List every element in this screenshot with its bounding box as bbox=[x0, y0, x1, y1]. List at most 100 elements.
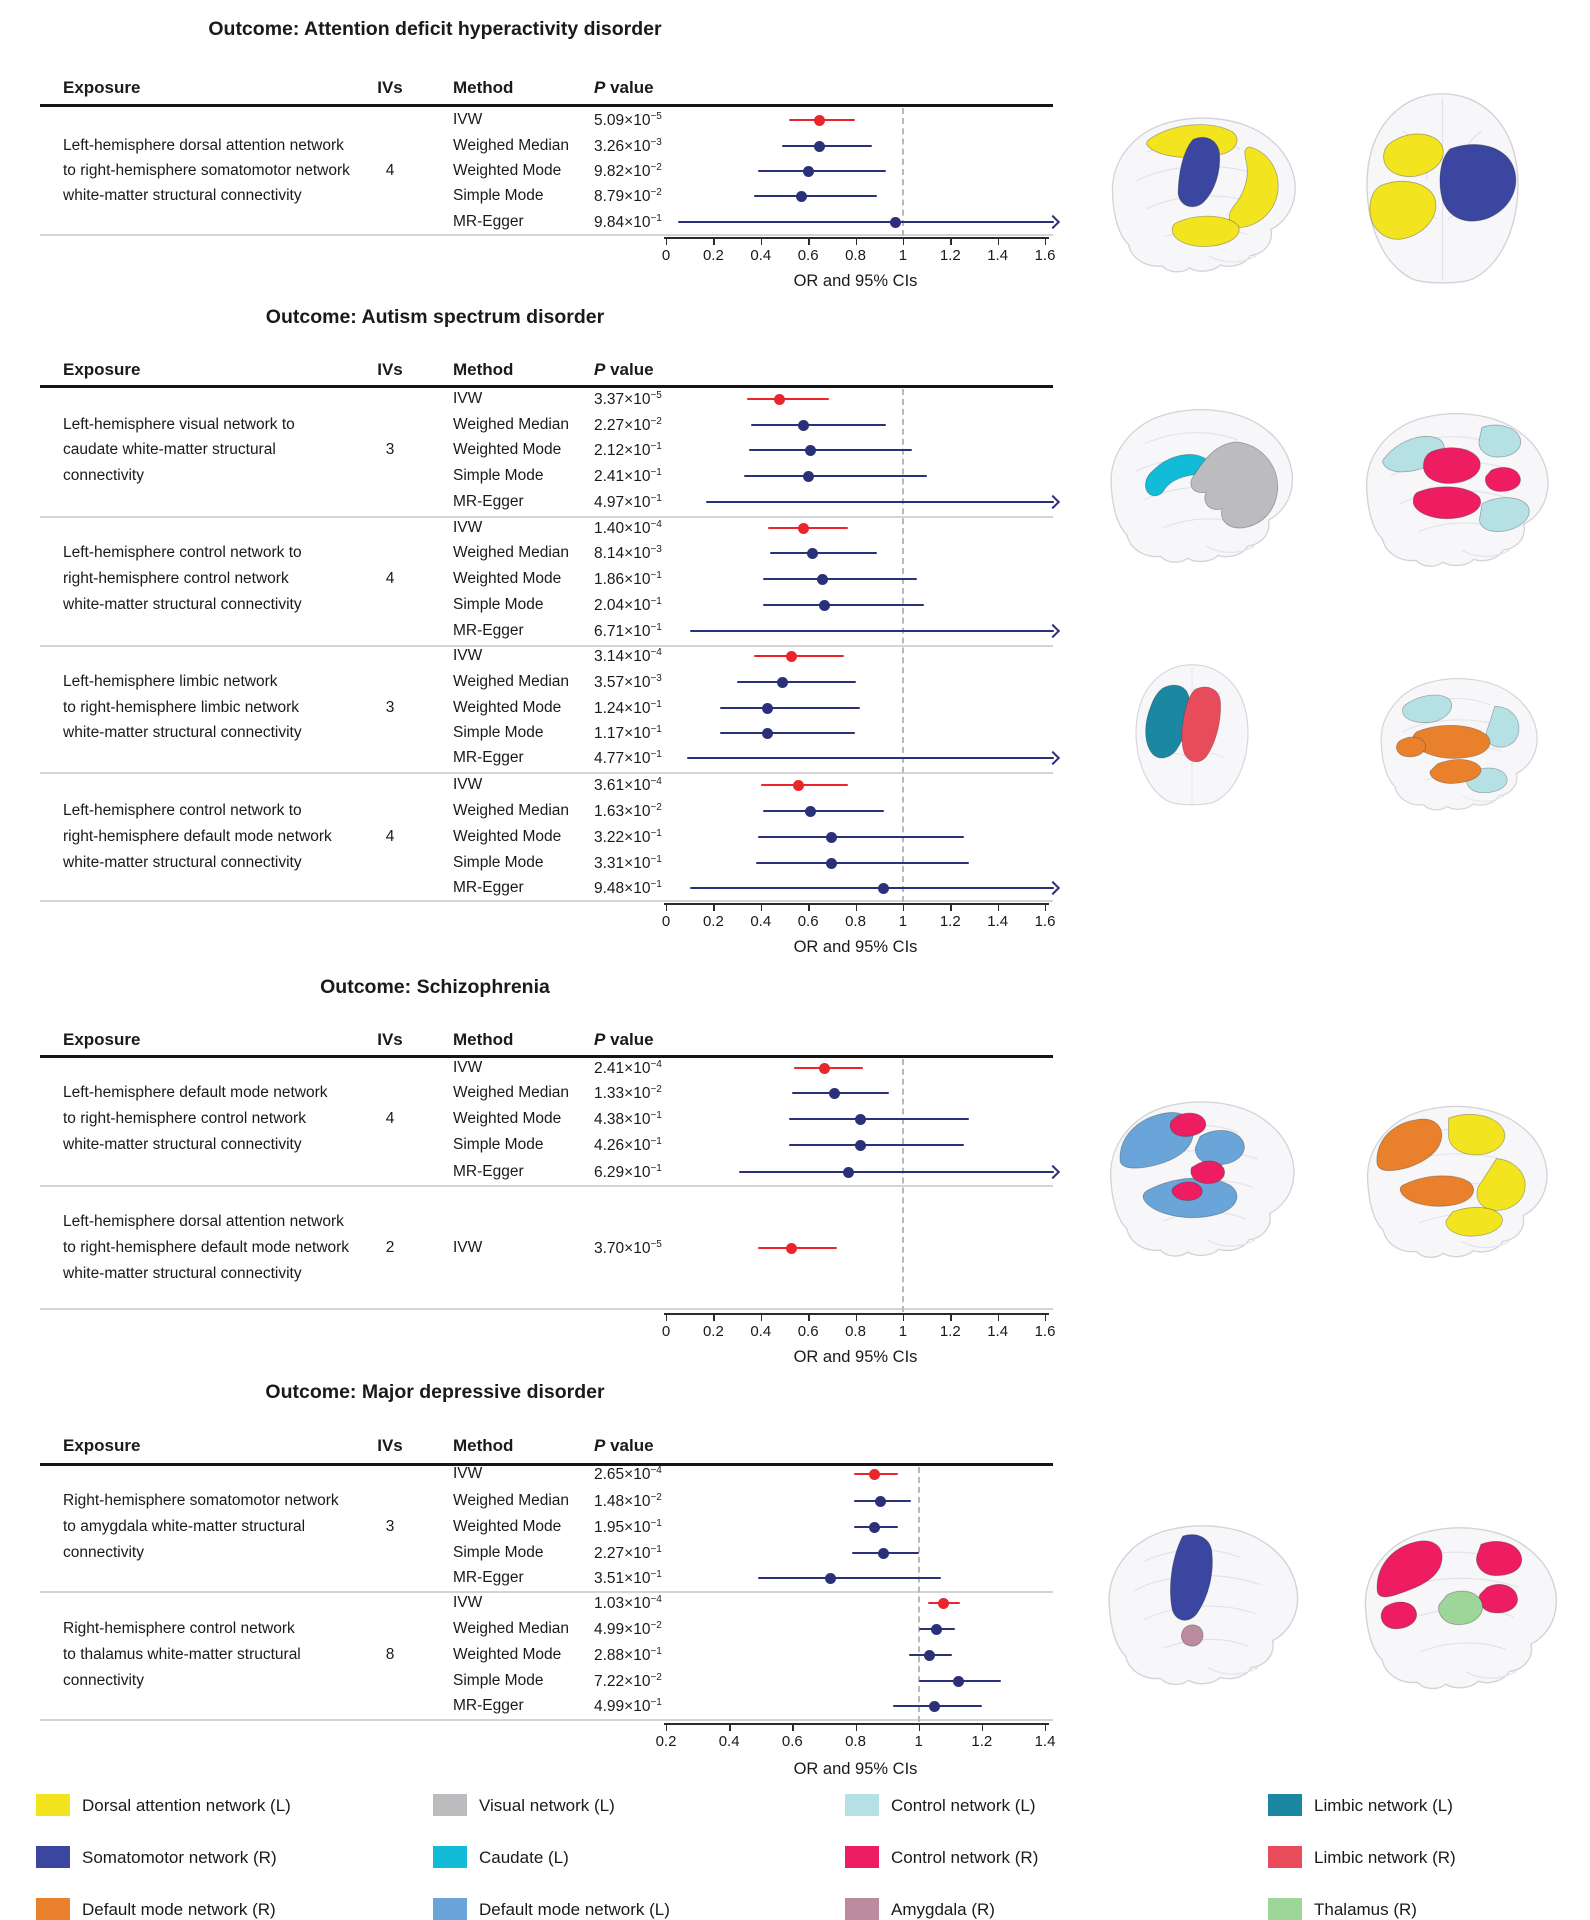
brain-render-asd-caudate-visual bbox=[1110, 409, 1294, 563]
col-header-pvalue: P value bbox=[594, 360, 714, 380]
ci-line bbox=[758, 1246, 837, 1250]
p-value-base: 8.79×10 bbox=[594, 188, 651, 206]
axis-title: OR and 95% CIs bbox=[793, 1760, 918, 1778]
header-rule bbox=[40, 104, 1053, 107]
p-value-base: 1.48×10 bbox=[594, 1493, 651, 1511]
axis-tick bbox=[808, 238, 810, 245]
method-label: Simple Mode bbox=[453, 1136, 544, 1153]
p-value-base: 4.77×10 bbox=[594, 750, 651, 768]
p-header-rest: value bbox=[605, 1030, 654, 1049]
axis-tick bbox=[855, 238, 857, 245]
axis-tick bbox=[1045, 1724, 1047, 1731]
axis-tick bbox=[792, 1724, 794, 1731]
axis-tick bbox=[808, 904, 810, 911]
axis-tick bbox=[713, 238, 715, 245]
legend-label: Control network (R) bbox=[891, 1848, 1039, 1867]
ivs-value: 4 bbox=[385, 162, 395, 179]
x-axis bbox=[664, 237, 1049, 239]
method-label: Simple Mode bbox=[453, 187, 544, 204]
axis-tick bbox=[666, 904, 668, 911]
col-header-exposure: Exposure bbox=[63, 1030, 141, 1049]
ci-line bbox=[753, 654, 844, 658]
legend-swatch bbox=[36, 1794, 70, 1816]
axis-tick-label: 0.8 bbox=[845, 247, 866, 264]
ci-line bbox=[751, 423, 887, 427]
axis-tick bbox=[855, 1724, 857, 1731]
p-value-exponent: −1 bbox=[650, 213, 662, 224]
p-value-base: 1.63×10 bbox=[594, 803, 651, 821]
p-value-base: 3.31×10 bbox=[594, 855, 651, 873]
axis-tick bbox=[997, 904, 1000, 911]
p-value: 6.71×10−1 bbox=[594, 623, 714, 641]
ci-line bbox=[706, 500, 1054, 504]
axis-tick bbox=[855, 904, 857, 911]
p-value-exponent: −4 bbox=[650, 519, 662, 530]
col-header-exposure: Exposure bbox=[63, 1436, 141, 1455]
axis-tick-label: 1 bbox=[914, 1733, 923, 1750]
ci-line bbox=[791, 1091, 889, 1095]
p-value-exponent: −2 bbox=[650, 1492, 662, 1503]
exposure-label: Left-hemisphere limbic network bbox=[63, 673, 278, 690]
p-value-exponent: −2 bbox=[650, 1620, 662, 1631]
p-value-exponent: −2 bbox=[650, 162, 662, 173]
ci-line bbox=[763, 603, 925, 607]
p-header-italic: P bbox=[594, 1030, 606, 1049]
method-label: Weighed Median bbox=[453, 416, 570, 433]
brain-render-scz-dmn-control bbox=[1110, 1101, 1295, 1257]
outcome-title: Outcome: Schizophrenia bbox=[320, 976, 550, 998]
p-value-base: 9.48×10 bbox=[594, 880, 651, 898]
p-value: 5.09×10−5 bbox=[594, 112, 714, 130]
axis-tick bbox=[997, 1314, 1000, 1321]
legend-label: Somatomotor network (R) bbox=[82, 1848, 277, 1867]
or-dot bbox=[878, 1547, 890, 1559]
p-value-exponent: −3 bbox=[650, 673, 662, 684]
ci-arrowhead bbox=[1045, 214, 1061, 230]
method-label: Simple Mode bbox=[453, 467, 544, 484]
ci-line bbox=[689, 629, 1054, 633]
legend-swatch bbox=[1268, 1794, 1302, 1816]
ci-arrowhead bbox=[1045, 1164, 1061, 1180]
table-bottom-rule bbox=[40, 1719, 1053, 1721]
method-label: Weighted Mode bbox=[453, 699, 562, 716]
p-value-exponent: −1 bbox=[650, 441, 662, 452]
axis-tick-label: 1.2 bbox=[939, 913, 961, 930]
brain-render-adhd-axial bbox=[1366, 93, 1519, 284]
p-value-exponent: −1 bbox=[650, 1569, 662, 1580]
axis-tick-label: 1.6 bbox=[1034, 1323, 1056, 1340]
p-value-exponent: −1 bbox=[650, 699, 662, 710]
brain-render-mdd-control-thal bbox=[1364, 1527, 1557, 1690]
legend-swatch bbox=[433, 1846, 467, 1868]
exposure-label: connectivity bbox=[63, 1544, 144, 1561]
x-axis bbox=[664, 903, 1049, 905]
p-value: 2.88×10−1 bbox=[594, 1647, 714, 1665]
axis-tick-label: 0.4 bbox=[750, 913, 772, 930]
p-value: 4.99×10−2 bbox=[594, 1621, 714, 1639]
p-header-italic: P bbox=[594, 1436, 606, 1455]
or-dot bbox=[824, 1572, 836, 1584]
axis-tick-label: 0.8 bbox=[845, 1733, 866, 1750]
ci-arrowhead bbox=[1045, 880, 1061, 896]
brain-figure bbox=[1104, 656, 1280, 816]
p-value-exponent: −1 bbox=[650, 854, 662, 865]
method-label: Weighted Mode bbox=[453, 162, 562, 179]
p-value: 3.22×10−1 bbox=[594, 829, 714, 847]
method-label: MR-Egger bbox=[453, 213, 524, 230]
ci-line bbox=[737, 680, 856, 684]
p-value: 2.41×10−4 bbox=[594, 1060, 714, 1078]
axis-tick bbox=[713, 1314, 715, 1321]
p-value-exponent: −1 bbox=[650, 1544, 662, 1555]
col-header-exposure: Exposure bbox=[63, 360, 141, 379]
axis-title: OR and 95% CIs bbox=[793, 1348, 918, 1366]
p-value-exponent: −2 bbox=[650, 187, 662, 198]
axis-tick bbox=[918, 1724, 921, 1731]
brain-figure bbox=[1088, 388, 1313, 574]
p-value-exponent: −5 bbox=[650, 390, 662, 401]
axis-tick bbox=[1045, 1314, 1047, 1321]
ci-line bbox=[687, 756, 1054, 760]
brain-figure bbox=[1090, 86, 1315, 294]
or-dot bbox=[952, 1675, 964, 1687]
p-value-base: 9.84×10 bbox=[594, 214, 651, 232]
outcome-title: Outcome: Autism spectrum disorder bbox=[265, 306, 605, 328]
brain-render-asd-limbic-axial bbox=[1135, 664, 1249, 806]
p-value-exponent: −1 bbox=[650, 622, 662, 633]
